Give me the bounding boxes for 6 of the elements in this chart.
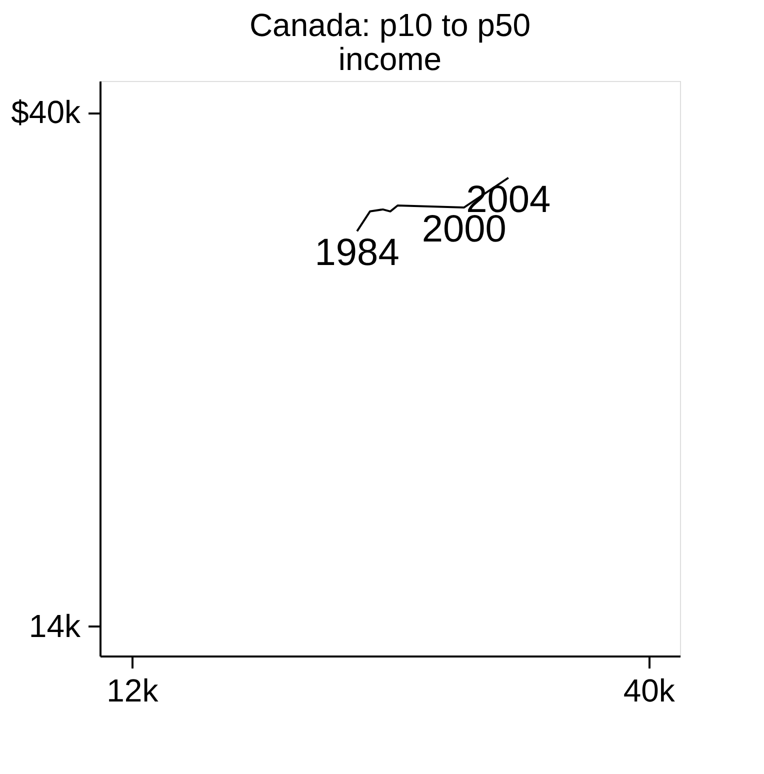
chart-title: Canada: p10 to p50 income bbox=[249, 7, 531, 77]
x-tick-label: 40k bbox=[623, 672, 676, 708]
y-tick-label: $40k bbox=[11, 94, 82, 130]
annotation: 1984 bbox=[314, 232, 400, 274]
y-tick-label: 14k bbox=[28, 608, 82, 644]
x-tick-label: 12k bbox=[106, 672, 160, 708]
